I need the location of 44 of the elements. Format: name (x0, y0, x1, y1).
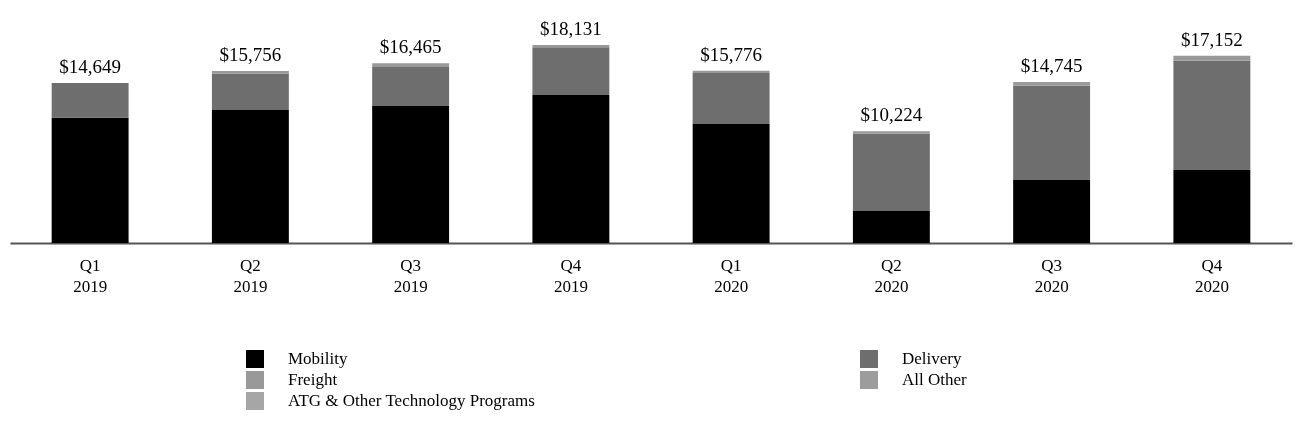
legend-label: Freight (288, 370, 338, 390)
legend-label: ATG & Other Technology Programs (288, 391, 535, 411)
bar (1013, 85, 1091, 181)
annotation: $18,131 (540, 18, 602, 39)
annotation: $15,776 (700, 43, 762, 65)
x-tick-label: Q3 2019 (393, 255, 428, 296)
x-tick-label: Q4 2019 (553, 255, 588, 296)
annotation: $15,756 (219, 43, 282, 65)
annotation: $14,649 (59, 56, 121, 78)
bar (51, 117, 129, 243)
annotation: $17,152 (1181, 28, 1243, 50)
bar (1173, 60, 1251, 170)
legend-label: Delivery (902, 349, 962, 369)
bar (1013, 180, 1091, 243)
bar (1013, 82, 1091, 86)
x-tick-label: Q2 2019 (233, 255, 268, 296)
legend-label: All Other (902, 370, 967, 390)
bar (852, 210, 930, 243)
x-tick-label: Q1 2019 (73, 255, 108, 296)
x-tick-label: Q3 2020 (1034, 255, 1069, 296)
bar (852, 133, 930, 211)
bar (852, 131, 930, 134)
bar (211, 73, 289, 110)
bar (372, 66, 450, 106)
bar (211, 70, 289, 74)
annotation: $14,745 (1020, 55, 1083, 77)
bar (1173, 55, 1251, 61)
annotation: $16,465 (379, 36, 442, 58)
bar (1173, 169, 1251, 243)
x-tick-label: Q1 2020 (714, 255, 749, 296)
bar (532, 45, 610, 48)
x-tick-label: Q4 2020 (1194, 255, 1229, 296)
bar (692, 72, 770, 124)
bar (692, 124, 770, 243)
bar (532, 47, 610, 95)
bar (692, 70, 770, 73)
bar (211, 109, 289, 243)
bar (532, 94, 610, 243)
annotation: $10,224 (860, 104, 923, 126)
bar (372, 105, 450, 243)
legend-label: Mobility (288, 349, 348, 369)
x-tick-label: Q2 2020 (874, 255, 909, 296)
bar (51, 83, 129, 118)
bar (372, 63, 450, 67)
